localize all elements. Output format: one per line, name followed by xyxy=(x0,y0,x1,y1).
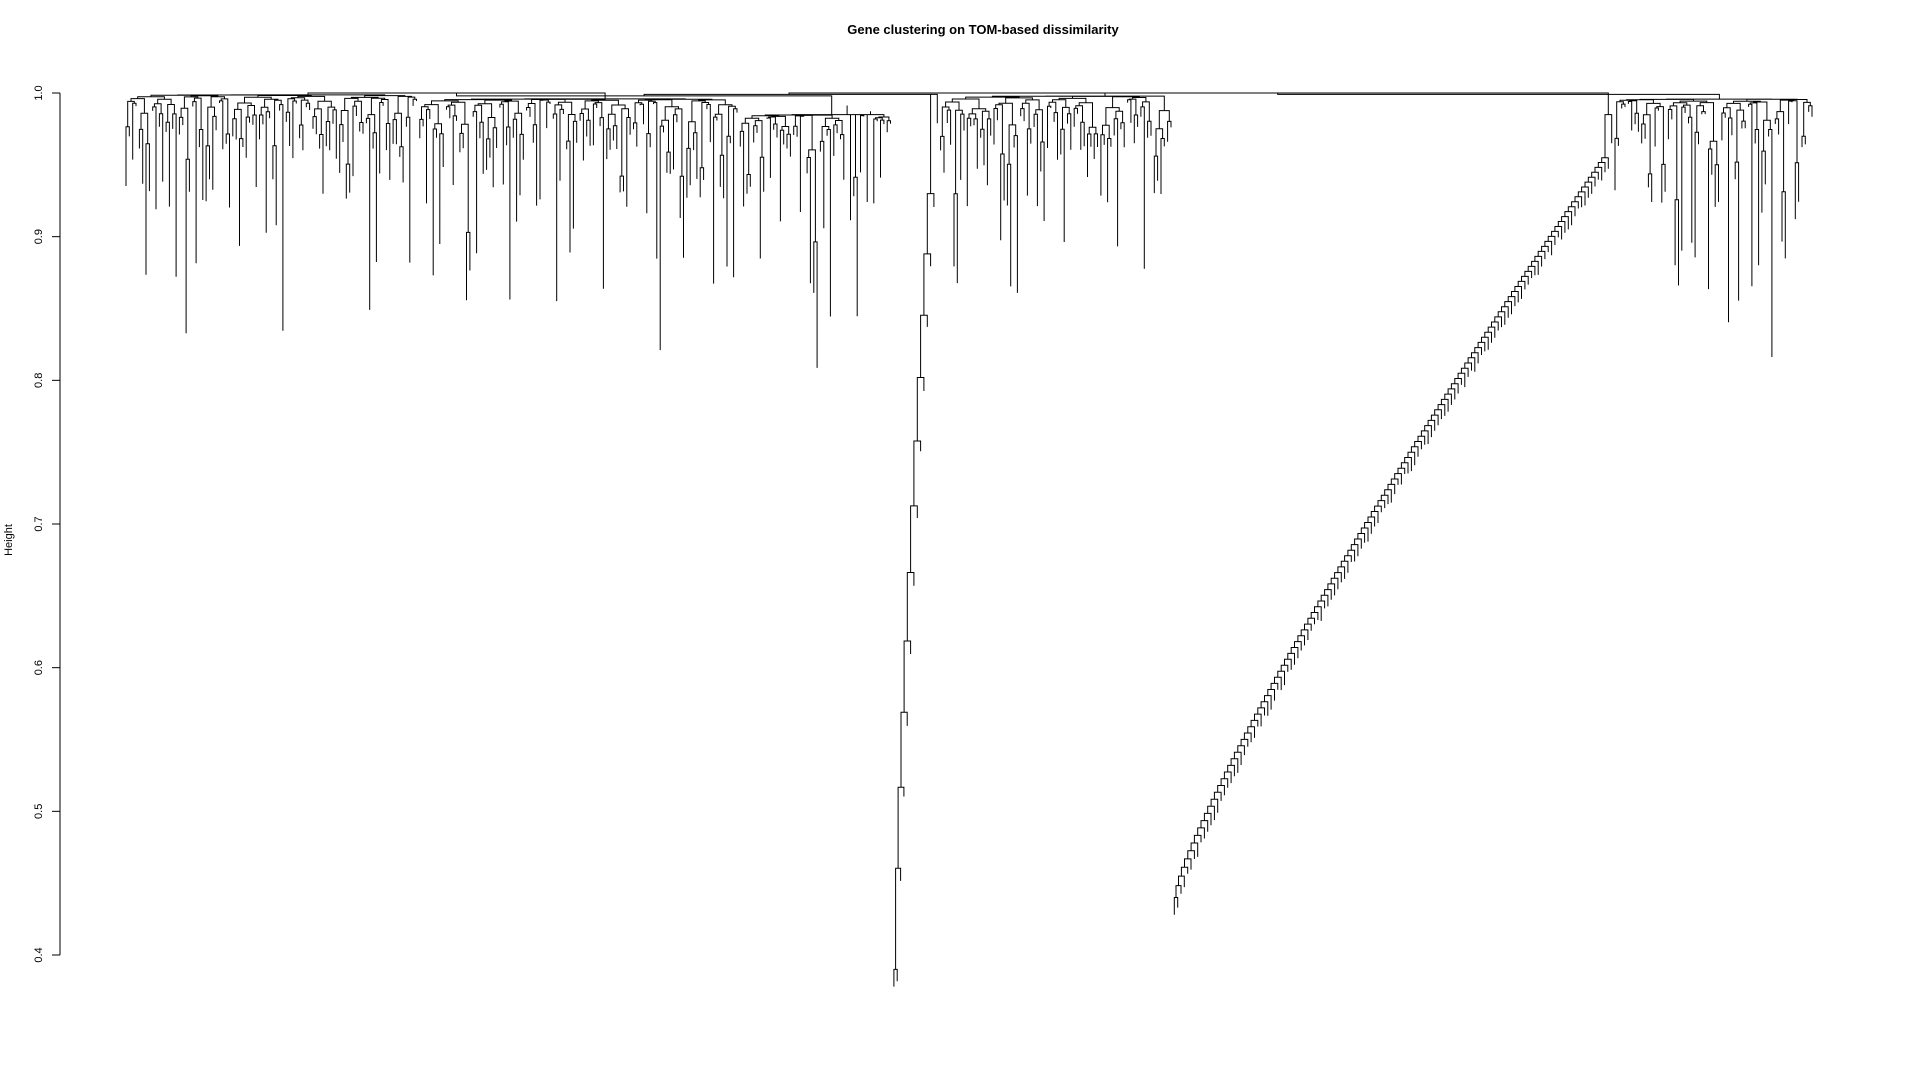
dendrogram-tree xyxy=(125,92,1813,987)
y-tick-label: 0.7 xyxy=(33,516,45,531)
y-tick-label: 0.6 xyxy=(33,660,45,675)
y-tick-label: 0.5 xyxy=(33,804,45,819)
y-tick-label: 0.9 xyxy=(33,229,45,244)
y-tick-label: 1.0 xyxy=(33,85,45,100)
y-tick-label: 0.8 xyxy=(33,373,45,388)
y-tick-label: 0.4 xyxy=(33,947,45,962)
chart-title: Gene clustering on TOM-based dissimilari… xyxy=(847,22,1119,37)
y-axis-label: Height xyxy=(3,524,15,556)
dendrogram-links xyxy=(125,92,1813,987)
y-axis-ticks: 0.4 0.5 0.6 0.7 0.8 0.9 1.0 xyxy=(33,85,60,963)
